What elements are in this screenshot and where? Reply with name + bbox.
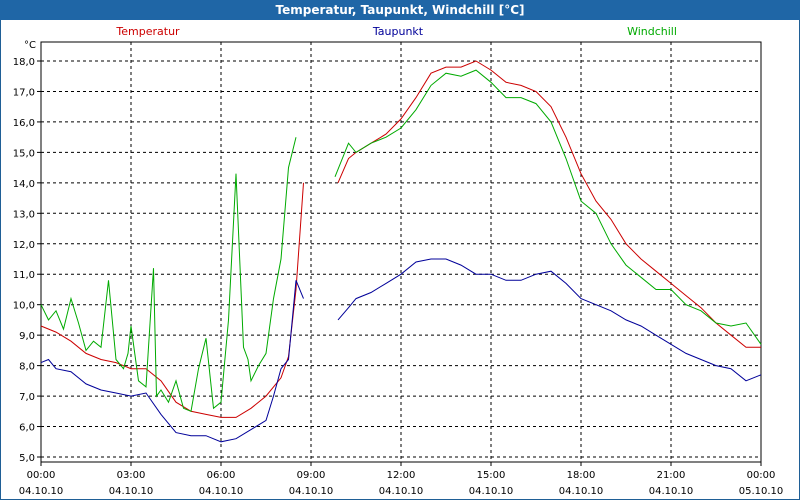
series-line-windchill: [40, 137, 297, 412]
x-tick-time: 15:00: [477, 470, 506, 481]
x-tick-time: 21:00: [657, 470, 686, 481]
legend-taupunkt: Taupunkt: [372, 25, 424, 38]
grid: [41, 42, 761, 462]
x-tick-date: 04.10.10: [559, 486, 604, 497]
y-tick-label: 15,0: [13, 148, 35, 159]
y-tick-label: 9,0: [19, 331, 35, 342]
series-line-taupunkt: [40, 280, 304, 443]
y-tick-label: 17,0: [13, 87, 35, 98]
x-tick-time: 00:00: [747, 470, 776, 481]
x-tick-time: 18:00: [567, 470, 596, 481]
x-tick-time: 06:00: [207, 470, 236, 481]
y-tick-label: 13,0: [13, 209, 35, 220]
x-tick-time: 03:00: [117, 470, 146, 481]
y-tick-label: 14,0: [13, 179, 35, 190]
legend-temperatur: Temperatur: [115, 25, 180, 38]
y-tick-label: 5,0: [19, 453, 35, 464]
x-tick-time: 00:00: [27, 470, 56, 481]
x-tick-date: 04.10.10: [199, 486, 244, 497]
x-tick-date: 04.10.10: [289, 486, 334, 497]
y-tick-label: 8,0: [19, 362, 35, 373]
y-tick-label: 16,0: [13, 118, 35, 129]
series-line-temperatur: [337, 60, 761, 348]
x-tick-date: 04.10.10: [379, 486, 424, 497]
y-axis: 5,0 6,0 7,0 8,0 9,0 10,0 11,0 12,0 13,0 14,0 15,0 1…: [13, 57, 41, 464]
chart-title: Temperatur, Taupunkt, Windchill [°C]: [0, 0, 800, 20]
x-tick-date: 05.10.10: [739, 486, 784, 497]
y-tick-label: 18,0: [13, 57, 35, 68]
x-tick-date: 04.10.10: [19, 486, 64, 497]
x-tick-time: 12:00: [387, 470, 416, 481]
series-line-windchill: [334, 69, 762, 345]
series-lines: [40, 60, 762, 443]
y-tick-label: 10,0: [13, 301, 35, 312]
y-axis-label: °C: [24, 40, 36, 51]
x-tick-date: 04.10.10: [469, 486, 514, 497]
legend: Temperatur Taupunkt Windchill: [115, 25, 677, 38]
series-line-taupunkt: [337, 258, 762, 382]
x-tick-time: 09:00: [297, 470, 326, 481]
y-tick-label: 6,0: [19, 423, 35, 434]
x-axis: 00:00 04.10.10 03:00 04.10.10 06:00 04.10.10 0…: [19, 462, 784, 497]
y-tick-label: 11,0: [13, 270, 35, 281]
y-tick-label: 12,0: [13, 240, 35, 251]
x-tick-date: 04.10.10: [649, 486, 694, 497]
y-tick-label: 7,0: [19, 392, 35, 403]
x-tick-date: 04.10.10: [109, 486, 154, 497]
series-line-temperatur: [40, 182, 304, 418]
legend-windchill: Windchill: [627, 25, 677, 38]
